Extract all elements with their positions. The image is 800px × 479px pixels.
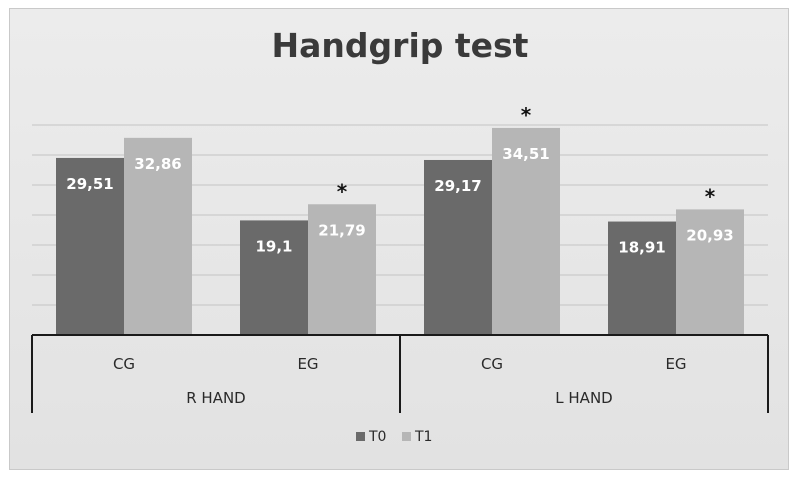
- category-label: CG: [481, 355, 503, 373]
- value-label: 34,51: [502, 145, 549, 163]
- handgrip-chart: Handgrip test 29,51 32,86 19,1 21,79 29,17 34…: [31, 26, 769, 445]
- legend-swatch-t1: [402, 432, 411, 441]
- chart-title: Handgrip test: [272, 26, 529, 65]
- bar-t1: [124, 137, 192, 335]
- significance-marker: *: [705, 184, 716, 208]
- value-label: 32,86: [134, 155, 181, 173]
- bar-t1: [676, 209, 744, 335]
- value-label: 29,17: [434, 177, 481, 195]
- bar-t0: [424, 159, 492, 335]
- value-label: 29,51: [66, 175, 113, 193]
- category-label: CG: [113, 355, 135, 373]
- bar-t1: [492, 127, 560, 335]
- chart-area: Handgrip test 29,51 32,86 19,1 21,79 29,17 34…: [9, 8, 789, 470]
- legend-swatch-t0: [356, 432, 365, 441]
- category-label: EG: [665, 355, 686, 373]
- significance-marker: *: [337, 179, 348, 203]
- value-label: 21,79: [318, 221, 365, 239]
- bars: [56, 127, 744, 335]
- legend: T0 T1: [356, 429, 432, 445]
- bar-t0: [608, 221, 676, 335]
- category-axis: CG EG CG EG R HAND L HAND: [31, 334, 769, 413]
- group-label: R HAND: [186, 389, 246, 407]
- value-label: 18,91: [618, 239, 665, 257]
- group-label: L HAND: [555, 389, 612, 407]
- significance-marker: *: [521, 103, 532, 127]
- bar-t0: [56, 157, 124, 335]
- value-labels: 29,51 32,86 19,1 21,79 29,17 34,51 18,91 20,93 *…: [66, 103, 733, 257]
- value-label: 19,1: [255, 237, 292, 255]
- legend-label-t0: T0: [368, 429, 386, 445]
- bar-t0: [240, 220, 308, 335]
- category-label: EG: [297, 355, 318, 373]
- legend-label-t1: T1: [414, 429, 432, 445]
- value-label: 20,93: [686, 226, 733, 244]
- bar-t1: [308, 204, 376, 335]
